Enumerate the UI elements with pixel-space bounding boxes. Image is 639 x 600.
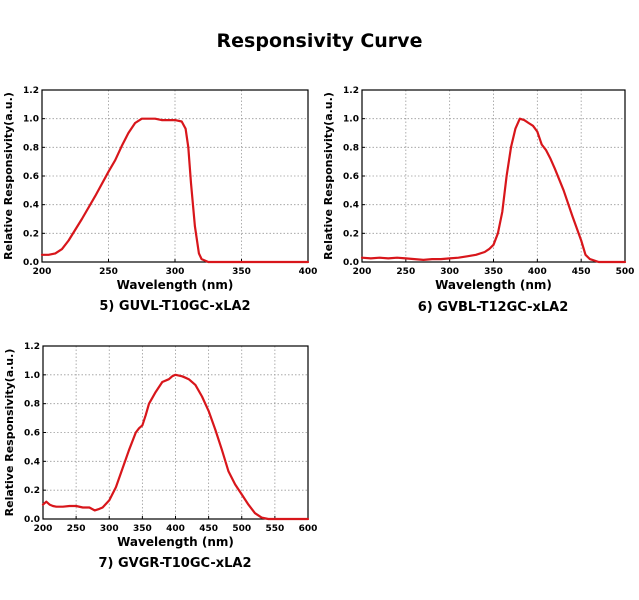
- chart-2-xlabel: Wavelength (nm): [435, 278, 552, 292]
- chart-2-ytick-label: 0.6: [343, 172, 359, 182]
- chart-1-series-line: [40, 117, 310, 264]
- chart-3-ytick-label: 0.8: [24, 400, 40, 410]
- chart-3-ytick-label: 0.6: [24, 429, 40, 439]
- chart-2-xtick-label: 450: [572, 267, 591, 277]
- chart-2-ytick-label: 0.4: [343, 201, 359, 211]
- chart-3-ytick-label: 1.0: [24, 371, 40, 381]
- chart-3-xtick-label: 400: [166, 524, 185, 534]
- chart-2-ytick-label: 1.0: [343, 115, 359, 125]
- chart-2-ytick-label: 0.2: [343, 229, 359, 239]
- chart-1-xtick-label: 200: [33, 267, 52, 277]
- chart-2-xtick-label: 300: [440, 267, 459, 277]
- chart-3-xtick-label: 350: [133, 524, 152, 534]
- chart-1-ytick-label: 0.8: [23, 143, 39, 153]
- chart-3-ytick-label: 0.0: [24, 515, 40, 525]
- chart-3-ytick-label: 0.4: [24, 457, 40, 467]
- chart-1-xlabel: Wavelength (nm): [117, 278, 234, 292]
- chart-1-ytick-label: 0.2: [23, 229, 39, 239]
- chart-3-xtick-label: 600: [299, 524, 318, 534]
- chart-1-xtick-label: 400: [299, 267, 318, 277]
- chart-3-xtick-label: 200: [34, 524, 53, 534]
- chart-2-ytick-label: 0.0: [343, 258, 359, 268]
- chart-caption-2: 6) GVBL-T12GC-xLA2: [417, 300, 569, 315]
- chart-3: 200 250 300 350 400 450 500 550 600 0.0 0.2 0.4 0.6 0…: [3, 342, 317, 549]
- chart-2: 200 250 300 350 400 450 500 0.0 0.2 0.4 0.6 0.8 1.0 1…: [322, 86, 634, 292]
- chart-1-xtick-label: 300: [166, 267, 185, 277]
- chart-2-xtick-label: 200: [353, 267, 372, 277]
- chart-3-series-line: [41, 373, 310, 521]
- chart-1-ytick-label: 0.6: [23, 172, 39, 182]
- chart-2-xtick-label: 350: [484, 267, 503, 277]
- chart-3-xlabel: Wavelength (nm): [117, 535, 234, 549]
- chart-3-xtick-label: 300: [100, 524, 119, 534]
- chart-1-ytick-label: 0.4: [23, 201, 39, 211]
- chart-2-xtick-label: 400: [528, 267, 547, 277]
- chart-1-ytick-label: 0.0: [23, 258, 39, 268]
- chart-3-xtick-label: 250: [67, 524, 86, 534]
- chart-1-xtick-label: 250: [99, 267, 118, 277]
- chart-2-ytick-label: 0.8: [343, 143, 359, 153]
- chart-2-xtick-label: 250: [396, 267, 415, 277]
- chart-3-xtick-label: 500: [232, 524, 251, 534]
- chart-3-xtick-label: 550: [265, 524, 284, 534]
- chart-3-ylabel: Relative Responsivity(a.u.): [3, 349, 16, 517]
- chart-3-ytick-label: 1.2: [24, 342, 40, 352]
- chart-2-series-line: [360, 117, 627, 264]
- chart-3-xtick-label: 450: [199, 524, 218, 534]
- chart-1-ytick-label: 1.0: [23, 115, 39, 125]
- chart-1-xtick-label: 350: [232, 267, 251, 277]
- chart-2-ylabel: Relative Responsivity(a.u.): [322, 92, 335, 260]
- chart-caption-1: 5) GUVL-T10GC-xLA2: [99, 299, 251, 314]
- chart-2-ytick-label: 1.2: [343, 86, 359, 96]
- chart-2-xtick-label: 500: [616, 267, 635, 277]
- chart-1-ylabel: Relative Responsivity(a.u.): [2, 92, 15, 260]
- chart-1: 200 250 300 350 400 0.0 0.2 0.4 0.6 0.8 1.0 1.2 Wave…: [2, 86, 317, 292]
- page-title: Responsivity Curve: [216, 30, 423, 52]
- chart-caption-3: 7) GVGR-T10GC-xLA2: [98, 556, 252, 571]
- chart-3-ytick-label: 0.2: [24, 486, 40, 496]
- chart-1-ytick-label: 1.2: [23, 86, 39, 96]
